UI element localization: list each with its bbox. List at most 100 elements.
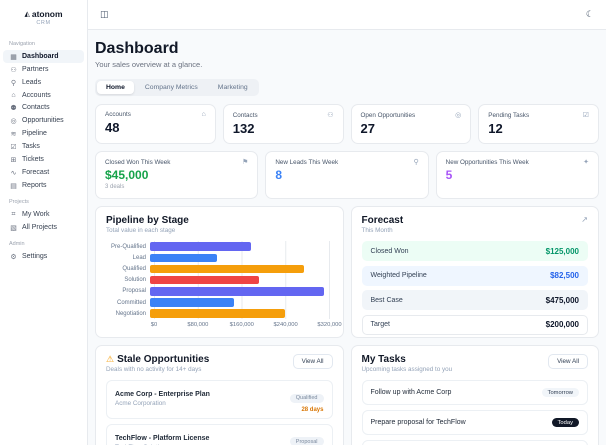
task-item[interactable]: Schedule demo with Horizon Labs Feb 25 xyxy=(361,440,588,445)
contacts-icon: ⚉ xyxy=(10,104,17,112)
sidebar-item-label: Dashboard xyxy=(22,53,59,60)
stat-subtext xyxy=(275,184,418,191)
x-tick-label: $0 xyxy=(150,322,158,329)
chart-x-axis: $0 $80,000 $160,000 $240,000 $320,000 xyxy=(106,319,342,330)
brand[interactable]: ◭ atonom CRM xyxy=(0,7,87,34)
forecast-row-label: Best Case xyxy=(370,296,403,304)
forecast-row: Best Case $475,000 xyxy=(361,290,588,310)
sidebar-item[interactable]: ⌂ Accounts xyxy=(3,89,84,101)
kpi-card: Open Opportunities ◎ 27 xyxy=(350,104,472,144)
kpi-value: 27 xyxy=(360,121,375,136)
kpi-row: Accounts ⌂ 48 Contacts ⚇ 132 xyxy=(95,104,599,144)
tasks-view-all-button[interactable]: View All xyxy=(548,354,588,369)
sidebar-item-label: Forecast xyxy=(22,169,50,176)
x-tick-label: $80,000 xyxy=(187,322,209,329)
forecast-row-label: Closed Won xyxy=(370,247,409,255)
page-title: Dashboard xyxy=(95,40,179,57)
sidebar-item[interactable]: ⚇ Partners xyxy=(3,63,84,76)
brand-logo-icon: ◭ xyxy=(24,11,30,18)
stale-title: Stale Opportunities xyxy=(117,354,210,365)
task-item[interactable]: Follow up with Acme Corp Tomorrow xyxy=(361,380,588,405)
chart-bar xyxy=(150,242,251,251)
chart-bar-track xyxy=(150,287,330,296)
sidebar-section-label: Projects xyxy=(9,199,29,205)
sidebar-item[interactable]: ⌗ My Work xyxy=(3,208,84,221)
sidebar-item[interactable]: ◎ Opportunities xyxy=(3,114,84,127)
chart-bar-row: Negotiation xyxy=(106,308,333,319)
chart-category-label: Pre-Qualified xyxy=(110,243,146,250)
sidebar-item[interactable]: ⚙ Settings xyxy=(3,250,84,263)
forecast-subtitle: This Month xyxy=(361,227,393,234)
sidebar-item-label: All Projects xyxy=(22,224,58,231)
trophy-icon: ⚑ xyxy=(242,159,249,166)
kpi-value: 132 xyxy=(232,121,255,136)
charts-row: Pipeline by Stage Total value in each st… xyxy=(95,206,599,338)
tab[interactable]: Home xyxy=(97,81,134,94)
chart-bar-track xyxy=(150,242,330,251)
due-badge: Today xyxy=(551,418,579,427)
chart-bar-row: Solution xyxy=(106,275,333,286)
chart-bar xyxy=(150,309,285,318)
chart-bar xyxy=(150,275,260,285)
stat-card: Closed Won This Week ⚑ $45,000 3 deals xyxy=(95,151,259,199)
stat-card: New Leads This Week ⚲ 8 xyxy=(265,151,429,199)
sidebar-nav: Navigation ▦ Dashboard ⚇ Partners xyxy=(0,34,87,263)
sidebar-item[interactable]: ▦ Dashboard xyxy=(3,50,84,63)
task-title: Prepare proposal for TechFlow xyxy=(370,419,466,426)
forecast-row: Weighted Pipeline $82,500 xyxy=(361,265,588,286)
stat-value: 8 xyxy=(275,168,283,182)
tasks-title: My Tasks xyxy=(361,354,406,365)
sidebar-item[interactable]: ☑ Tasks xyxy=(3,140,84,153)
theme-toggle-icon[interactable]: ☾ xyxy=(585,9,594,19)
chart-category-label: Proposal xyxy=(122,288,146,295)
chart-bar-row: Committed xyxy=(106,297,333,308)
stat-label: New Leads This Week xyxy=(275,158,339,166)
target-icon: ◎ xyxy=(455,112,462,119)
sidebar-item[interactable]: ∿ Forecast xyxy=(3,166,84,179)
chart-bar-track xyxy=(150,298,330,307)
sidebar-item[interactable]: ▤ Reports xyxy=(3,179,84,192)
opportunity-item[interactable]: Acme Corp - Enterprise Plan Acme Corpora… xyxy=(106,380,333,419)
accounts-icon: ⌂ xyxy=(11,91,16,99)
sidebar-item[interactable]: ⚉ Contacts xyxy=(3,101,84,114)
task-item[interactable]: Prepare proposal for TechFlow Today xyxy=(361,410,588,435)
kpi-label: Open Opportunities xyxy=(360,111,416,119)
tab[interactable]: Company Metrics xyxy=(136,81,207,94)
tasks-icon: ☑ xyxy=(10,143,17,151)
partners-icon: ⚇ xyxy=(10,66,17,74)
stat-value: $45,000 xyxy=(105,168,149,182)
forecast-row-value: $475,000 xyxy=(545,295,579,305)
stat-subtext: 3 deals xyxy=(105,184,125,190)
kpi-card: Contacts ⚇ 132 xyxy=(222,104,344,144)
forecast-row-value: $200,000 xyxy=(545,320,579,329)
chart-category-label: Qualified xyxy=(122,265,146,272)
chart-bar xyxy=(150,287,324,296)
opportunities-icon: ◎ xyxy=(10,117,17,125)
warning-icon: ⚠ xyxy=(106,354,115,364)
topbar: ◫ ☾ xyxy=(88,0,606,30)
check-icon: ☑ xyxy=(582,112,589,119)
chart-bar xyxy=(150,298,235,307)
forecast-card: Forecast This Month ↗ Closed Won $125,00… xyxy=(350,206,599,338)
stale-view-all-button[interactable]: View All xyxy=(292,354,333,369)
forecast-row-value: $82,500 xyxy=(550,271,579,280)
brand-name: atonom xyxy=(31,9,63,19)
sidebar-section: Admin ⚙ Settings xyxy=(0,234,87,263)
forecast-row-value: $125,000 xyxy=(545,246,579,256)
tab[interactable]: Marketing xyxy=(209,81,257,94)
panel-toggle-icon[interactable]: ◫ xyxy=(100,9,109,19)
brand-subtitle: CRM xyxy=(36,20,51,26)
sidebar-item-label: Accounts xyxy=(22,91,51,99)
sidebar-item[interactable]: ≋ Pipeline xyxy=(3,127,84,140)
x-tick-label: $240,000 xyxy=(273,322,298,329)
opportunity-title: Acme Corp - Enterprise Plan xyxy=(115,391,210,399)
sidebar-item[interactable]: ▧ All Projects xyxy=(3,221,84,234)
opportunity-item[interactable]: TechFlow - Platform License TechFlow Sol… xyxy=(106,423,333,445)
sidebar-item-label: My Work xyxy=(22,211,50,218)
sidebar-item[interactable]: ⚲ Leads xyxy=(3,76,84,89)
opportunity-title: TechFlow - Platform License xyxy=(115,434,210,442)
stat-value: 5 xyxy=(445,168,453,182)
dashboard-icon: ▦ xyxy=(10,53,17,61)
sidebar-item[interactable]: ⊞ Tickets xyxy=(3,153,84,166)
